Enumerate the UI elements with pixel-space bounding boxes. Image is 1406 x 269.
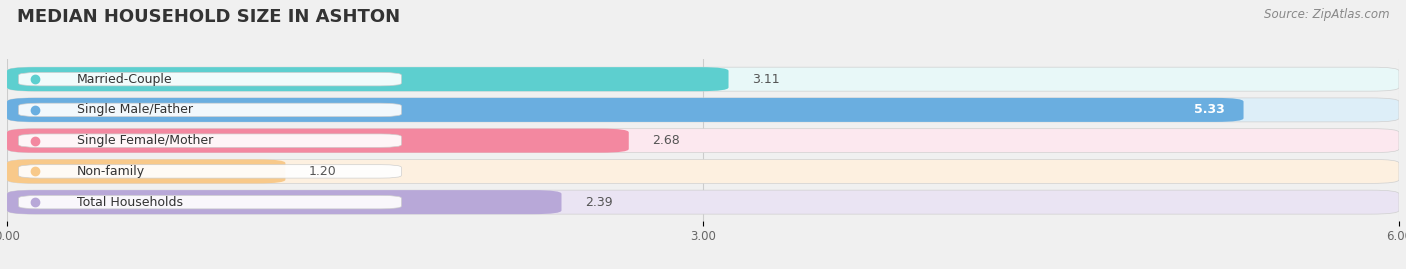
FancyBboxPatch shape: [7, 160, 1399, 183]
FancyBboxPatch shape: [18, 165, 402, 178]
FancyBboxPatch shape: [7, 98, 1243, 122]
FancyBboxPatch shape: [7, 190, 1399, 214]
Text: Married-Couple: Married-Couple: [76, 73, 173, 86]
FancyBboxPatch shape: [7, 67, 728, 91]
Text: 2.68: 2.68: [652, 134, 679, 147]
FancyBboxPatch shape: [7, 67, 1399, 91]
FancyBboxPatch shape: [18, 195, 402, 209]
Text: Source: ZipAtlas.com: Source: ZipAtlas.com: [1264, 8, 1389, 21]
Text: Single Female/Mother: Single Female/Mother: [76, 134, 212, 147]
FancyBboxPatch shape: [7, 129, 628, 153]
FancyBboxPatch shape: [18, 134, 402, 147]
Text: 2.39: 2.39: [585, 196, 612, 209]
FancyBboxPatch shape: [7, 98, 1399, 122]
FancyBboxPatch shape: [7, 160, 285, 183]
FancyBboxPatch shape: [7, 129, 1399, 153]
Text: Non-family: Non-family: [76, 165, 145, 178]
FancyBboxPatch shape: [7, 190, 561, 214]
Text: MEDIAN HOUSEHOLD SIZE IN ASHTON: MEDIAN HOUSEHOLD SIZE IN ASHTON: [17, 8, 399, 26]
Text: Single Male/Father: Single Male/Father: [76, 103, 193, 116]
FancyBboxPatch shape: [18, 72, 402, 86]
FancyBboxPatch shape: [18, 103, 402, 117]
Text: 1.20: 1.20: [309, 165, 336, 178]
Text: Total Households: Total Households: [76, 196, 183, 209]
Text: 3.11: 3.11: [752, 73, 779, 86]
Text: 5.33: 5.33: [1194, 103, 1225, 116]
